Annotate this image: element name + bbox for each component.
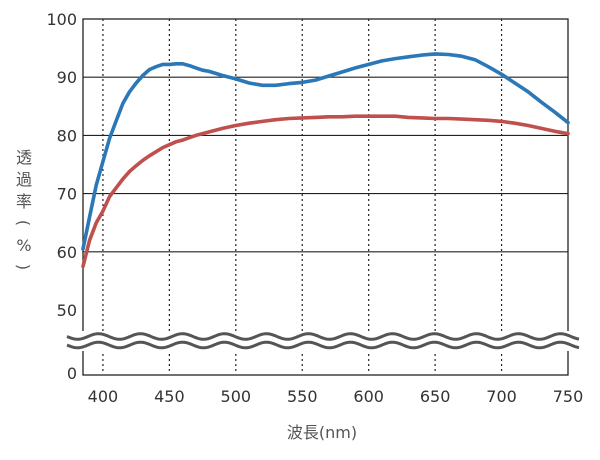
x-tick-label: 500 — [221, 387, 252, 406]
y-axis-label-char: ( — [14, 220, 33, 226]
y-axis-label-char: 透 — [16, 148, 32, 167]
x-tick-label: 450 — [154, 387, 185, 406]
series-line-2 — [81, 114, 570, 269]
x-tick-labels: 400 450 500 550 600 650 700 750 — [88, 387, 584, 406]
y-tick-label: 0 — [67, 364, 77, 383]
y-tick-label: 100 — [46, 10, 77, 29]
plot-frame — [82, 18, 569, 376]
series-line-1 — [81, 52, 570, 251]
x-tick-label: 400 — [88, 387, 119, 406]
y-axis-label-char: 過 — [16, 170, 32, 189]
x-tick-label: 650 — [420, 387, 451, 406]
x-tick-label: 750 — [553, 387, 584, 406]
y-tick-label: 80 — [57, 126, 77, 145]
y-tick-labels: 0 50 60 70 80 90 100 — [46, 10, 77, 383]
x-axis-label: 波長(nm) — [287, 423, 357, 442]
x-tick-label: 700 — [486, 387, 517, 406]
y-tick-label: 90 — [57, 68, 77, 87]
x-tick-label: 600 — [353, 387, 384, 406]
y-axis-label: 透過率 (%) — [14, 148, 33, 270]
series-lines — [81, 52, 570, 269]
x-gridlines — [102, 19, 503, 373]
y-tick-label: 60 — [57, 243, 77, 262]
y-axis-label-char: ) — [14, 264, 33, 270]
axis-break-mark — [66, 331, 580, 351]
y-tick-label: 50 — [57, 301, 77, 320]
y-tick-label: 70 — [57, 185, 77, 204]
x-tick-label: 550 — [287, 387, 318, 406]
y-axis-label-char: 率 — [16, 192, 32, 211]
y-gridlines — [83, 76, 568, 253]
y-axis-label-char: % — [16, 236, 31, 255]
